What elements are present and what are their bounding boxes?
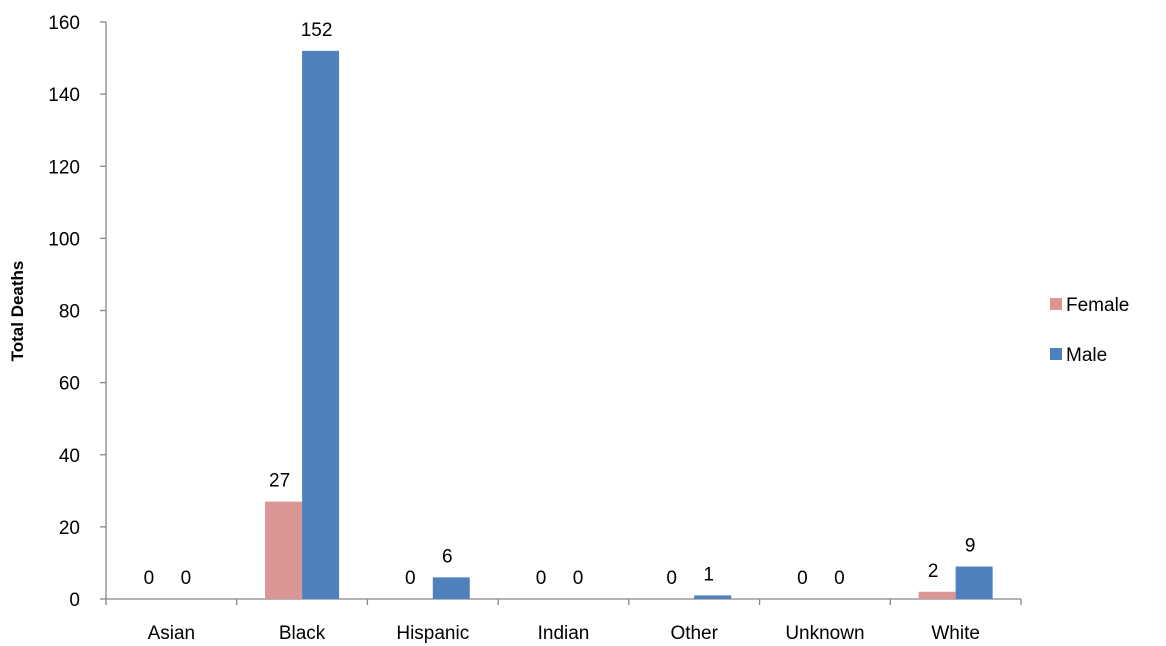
bar-male [694,595,732,599]
legend-label-male: Male [1066,345,1107,366]
bar-male [955,566,993,599]
data-label: 0 [144,568,155,589]
data-label: 0 [536,568,547,589]
data-label: 2 [928,561,939,582]
data-label: 0 [181,568,192,589]
bars [265,50,993,600]
data-label: 0 [797,568,808,589]
data-label: 0 [666,568,677,589]
data-label: 1 [703,564,714,585]
bar-male [432,577,470,599]
bar-female [265,501,303,599]
x-tick-label: White [931,623,980,644]
bar-female [918,591,956,599]
x-tick-label: Hispanic [396,623,469,644]
legend-label-female: Female [1066,295,1129,316]
y-tick-label: 60 [59,374,80,395]
legend-swatch-male [1050,348,1062,360]
data-label: 6 [442,546,453,567]
y-axis-title: Total Deaths [8,261,27,362]
data-label: 27 [269,471,290,492]
data-label: 0 [405,568,416,589]
x-tick-label: Unknown [785,623,864,644]
legend: Female Male [1050,295,1129,366]
data-label: 152 [301,20,333,41]
y-tick-label: 40 [59,446,80,467]
x-tick-label: Asian [148,623,196,644]
y-tick-label: 140 [48,85,80,106]
x-ticks: Asian Black Hispanic Indian Other Unknown Whit… [105,599,1022,644]
y-tick-label: 0 [69,590,80,611]
y-tick-label: 160 [48,13,80,34]
x-tick-label: Indian [538,623,590,644]
x-tick-label: Other [670,623,718,644]
legend-swatch-female [1050,298,1062,310]
data-label: 0 [573,568,584,589]
y-tick-label: 20 [59,518,80,539]
y-ticks: 0 20 40 60 80 100 120 140 160 [48,13,106,611]
data-labels: 0 0 27 152 0 6 0 0 0 1 0 0 2 9 [144,20,976,589]
bar-male [302,50,340,600]
data-label: 9 [965,536,976,557]
data-label: 0 [834,568,845,589]
y-tick-label: 100 [48,229,80,250]
y-tick-label: 120 [48,157,80,178]
y-tick-label: 80 [59,302,80,323]
x-tick-label: Black [279,623,326,644]
